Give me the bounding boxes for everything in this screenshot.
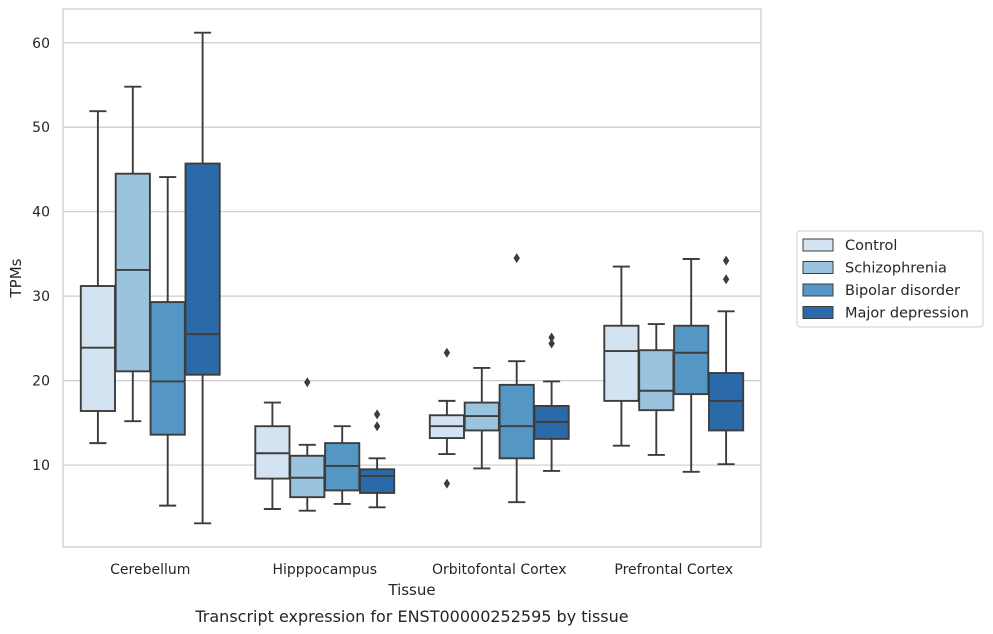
legend-label: Bipolar disorder (845, 283, 960, 299)
outlier-point (722, 255, 730, 266)
outlier-point (304, 377, 311, 388)
boxes (79, 31, 745, 525)
x-tick-label: Hipppocampus (272, 562, 377, 578)
box-major-depression (184, 31, 221, 525)
outlier-point (373, 421, 381, 432)
box-iqr (114, 172, 151, 373)
legend: Control Schizophrenia Bipolar disorder Majo… (796, 230, 984, 328)
box-iqr (673, 324, 710, 396)
outlier-point (373, 409, 381, 420)
box-iqr (359, 468, 396, 494)
y-axis-ticks: 10 20 30 40 50 60 (32, 36, 50, 474)
outlier-point (513, 253, 520, 264)
y-tick-label: 20 (32, 374, 50, 390)
box-control (254, 401, 291, 510)
box-major-depression (533, 332, 570, 472)
box-schizophrenia (114, 85, 151, 423)
legend-box (796, 230, 984, 328)
box-bipolar-disorder (673, 258, 710, 473)
outlier-point (548, 338, 555, 349)
x-tick-label: Orbitofontal Cortex (432, 562, 567, 578)
box-iqr (289, 454, 326, 499)
box-bipolar-disorder (324, 425, 361, 505)
box-major-depression (708, 255, 745, 466)
outlier-point (443, 478, 451, 489)
box-schizophrenia (289, 377, 326, 512)
box-schizophrenia (463, 366, 500, 470)
box-control (603, 265, 640, 447)
x-axis-ticks: Cerebellum Hipppocampus Orbitofontal Corte… (110, 562, 733, 578)
box-iqr (184, 162, 221, 376)
y-tick-label: 30 (32, 289, 50, 305)
y-tick-label: 50 (32, 120, 50, 136)
legend-swatch (802, 306, 834, 319)
legend-swatch (802, 261, 834, 274)
legend-label: Major depression (845, 306, 969, 322)
x-tick-label: Prefrontal Cortex (614, 562, 733, 578)
legend-label: Schizophrenia (845, 261, 947, 277)
x-axis-label: Tissue (387, 581, 435, 599)
legend-swatch (802, 283, 834, 297)
y-tick-label: 60 (32, 36, 50, 52)
plot-area (62, 8, 762, 548)
box-iqr (603, 324, 640, 402)
y-tick-label: 40 (32, 205, 50, 221)
box-iqr (638, 349, 675, 412)
plot-frame (62, 8, 762, 548)
outlier-point (443, 347, 451, 358)
figure-caption: Transcript expression for ENST0000025259… (194, 607, 628, 626)
legend-label: Control (845, 238, 897, 254)
legend-swatch (802, 238, 834, 252)
box-iqr (498, 383, 535, 460)
outlier-point (722, 274, 730, 285)
box-schizophrenia (638, 323, 675, 456)
box-iqr (149, 301, 186, 436)
box-control (428, 347, 465, 489)
y-axis-label: TPMs (7, 258, 25, 298)
outlier-point (548, 332, 555, 343)
x-tick-label: Cerebellum (110, 562, 190, 578)
y-tick-label: 10 (32, 458, 50, 474)
box-major-depression (359, 409, 396, 509)
